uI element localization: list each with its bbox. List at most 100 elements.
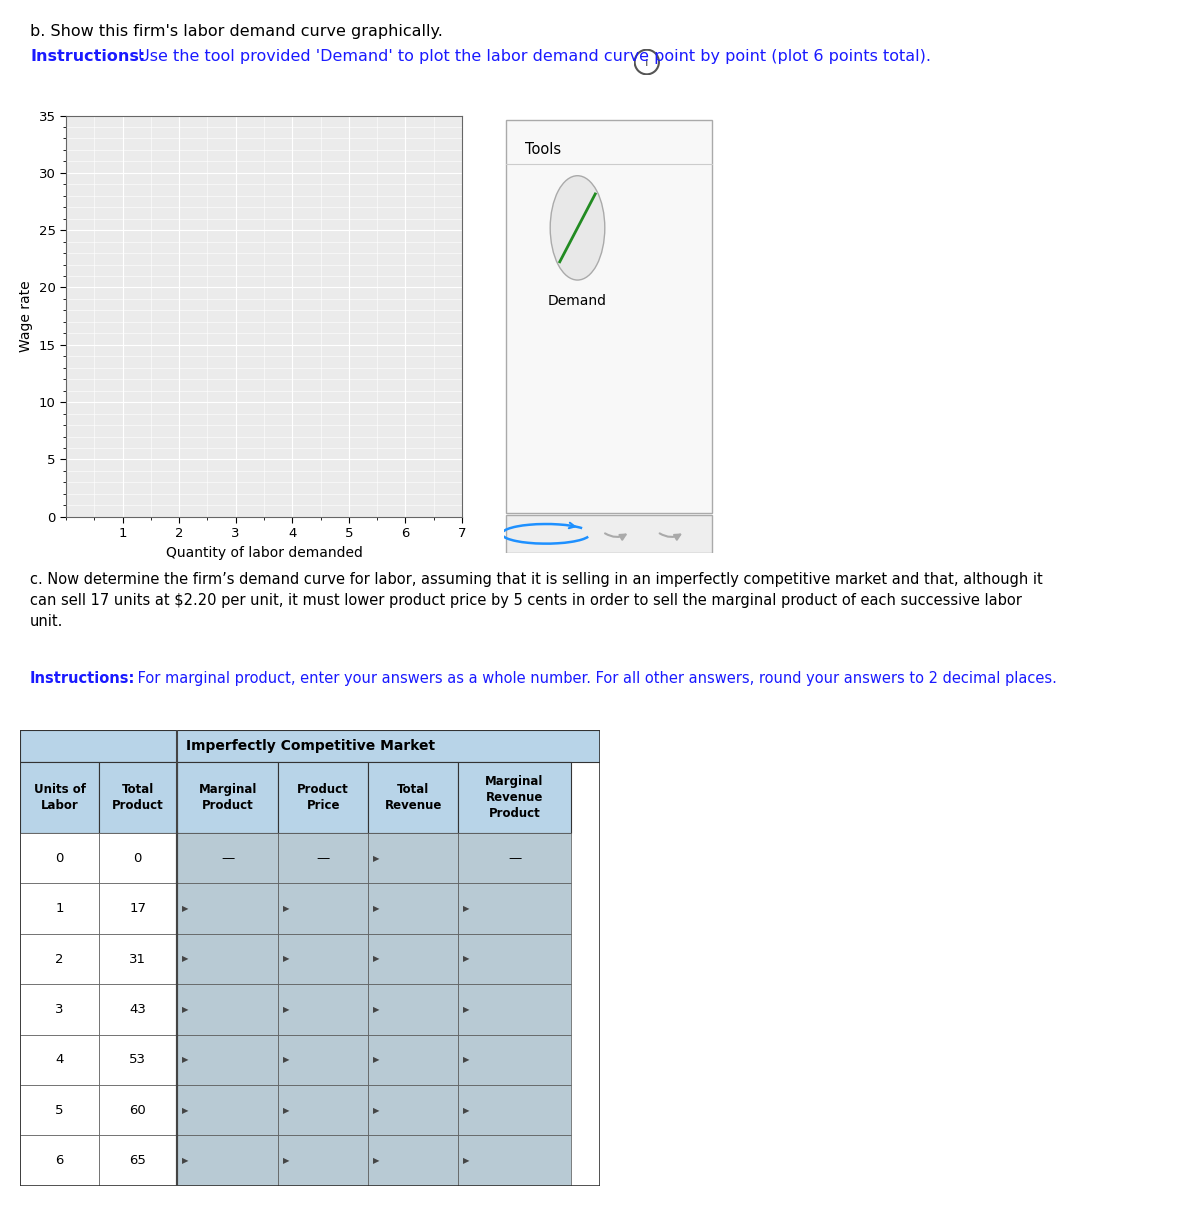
Bar — [20, 1136, 98, 1186]
Text: ▶: ▶ — [463, 1105, 469, 1115]
Text: Demand: Demand — [548, 294, 607, 308]
Text: ▶: ▶ — [283, 955, 289, 963]
Text: ▶: ▶ — [181, 905, 188, 913]
Bar — [20, 984, 98, 1035]
Bar — [176, 984, 278, 1035]
Text: ▶: ▶ — [283, 1105, 289, 1115]
Bar — [368, 1136, 458, 1186]
Text: ▶: ▶ — [283, 1156, 289, 1165]
Text: ▶: ▶ — [463, 905, 469, 913]
Text: 3: 3 — [55, 1003, 64, 1015]
Bar — [98, 1136, 176, 1186]
Text: ▶: ▶ — [283, 905, 289, 913]
Bar — [98, 833, 176, 884]
Text: ▶: ▶ — [181, 1156, 188, 1165]
Text: ▶: ▶ — [463, 1055, 469, 1064]
Text: 1: 1 — [55, 902, 64, 916]
Bar — [278, 1136, 368, 1186]
Bar — [176, 833, 278, 884]
Text: Units of
Labor: Units of Labor — [34, 783, 85, 812]
Y-axis label: Wage rate: Wage rate — [19, 281, 34, 351]
Bar — [278, 884, 368, 934]
Bar — [98, 1085, 176, 1136]
Bar — [20, 762, 98, 833]
Text: Total
Revenue: Total Revenue — [384, 783, 442, 812]
Text: 0: 0 — [133, 851, 142, 865]
Bar — [98, 884, 176, 934]
Text: —: — — [317, 851, 330, 865]
FancyBboxPatch shape — [506, 514, 712, 553]
Bar — [20, 730, 600, 762]
Bar — [278, 833, 368, 884]
Text: Marginal
Product: Marginal Product — [198, 783, 257, 812]
Bar — [20, 884, 98, 934]
Bar — [278, 984, 368, 1035]
Bar — [458, 762, 571, 833]
Bar — [458, 984, 571, 1035]
Text: Tools: Tools — [526, 141, 562, 157]
Text: 17: 17 — [130, 902, 146, 916]
Bar — [368, 1035, 458, 1085]
Bar — [176, 934, 278, 984]
Text: ▶: ▶ — [181, 1004, 188, 1014]
Text: b. Show this firm's labor demand curve graphically.: b. Show this firm's labor demand curve g… — [30, 24, 443, 39]
Text: ▶: ▶ — [373, 1004, 379, 1014]
Bar — [278, 1085, 368, 1136]
Text: 31: 31 — [130, 952, 146, 966]
Text: Product
Price: Product Price — [298, 783, 349, 812]
Text: c. Now determine the firm’s demand curve for labor, assuming that it is selling : c. Now determine the firm’s demand curve… — [30, 572, 1043, 629]
Text: 5: 5 — [55, 1104, 64, 1116]
Text: Instructions:: Instructions: — [30, 671, 136, 686]
Text: ▶: ▶ — [373, 1156, 379, 1165]
Text: ▶: ▶ — [373, 955, 379, 963]
Text: ▶: ▶ — [373, 1055, 379, 1064]
Text: ▶: ▶ — [463, 1004, 469, 1014]
Bar — [98, 984, 176, 1035]
Text: ▶: ▶ — [283, 1004, 289, 1014]
Bar — [368, 762, 458, 833]
Bar — [458, 934, 571, 984]
Text: i: i — [646, 56, 648, 69]
Text: For marginal product, enter your answers as a whole number. For all other answer: For marginal product, enter your answers… — [133, 671, 1057, 686]
Text: ▶: ▶ — [463, 955, 469, 963]
Bar — [278, 762, 368, 833]
Bar — [458, 1085, 571, 1136]
Bar — [278, 934, 368, 984]
Bar — [98, 762, 176, 833]
Bar — [176, 762, 278, 833]
X-axis label: Quantity of labor demanded: Quantity of labor demanded — [166, 546, 362, 559]
Bar — [368, 934, 458, 984]
Bar — [458, 884, 571, 934]
Text: Marginal
Revenue
Product: Marginal Revenue Product — [485, 776, 544, 821]
Bar — [98, 934, 176, 984]
Text: Use the tool provided 'Demand' to plot the labor demand curve point by point (pl: Use the tool provided 'Demand' to plot t… — [133, 49, 931, 63]
Bar — [368, 984, 458, 1035]
Text: —: — — [508, 851, 521, 865]
Bar — [368, 1085, 458, 1136]
Text: Imperfectly Competitive Market: Imperfectly Competitive Market — [186, 739, 434, 753]
Bar — [458, 1035, 571, 1085]
Bar — [368, 884, 458, 934]
Text: 6: 6 — [55, 1154, 64, 1167]
Text: ▶: ▶ — [181, 955, 188, 963]
Bar — [98, 1035, 176, 1085]
Bar — [176, 1136, 278, 1186]
Bar — [368, 833, 458, 884]
Bar — [176, 884, 278, 934]
Text: ▶: ▶ — [463, 1156, 469, 1165]
Bar — [176, 1035, 278, 1085]
Text: —: — — [221, 851, 234, 865]
Text: 53: 53 — [130, 1053, 146, 1066]
Text: ▶: ▶ — [373, 854, 379, 863]
Bar — [278, 1035, 368, 1085]
Text: Total
Product: Total Product — [112, 783, 163, 812]
Text: ▶: ▶ — [373, 905, 379, 913]
Text: ▶: ▶ — [181, 1105, 188, 1115]
Bar — [20, 1085, 98, 1136]
Bar — [458, 833, 571, 884]
Text: ▶: ▶ — [283, 1055, 289, 1064]
Text: 60: 60 — [130, 1104, 146, 1116]
Bar — [176, 1085, 278, 1136]
Text: 4: 4 — [55, 1053, 64, 1066]
Text: 0: 0 — [55, 851, 64, 865]
